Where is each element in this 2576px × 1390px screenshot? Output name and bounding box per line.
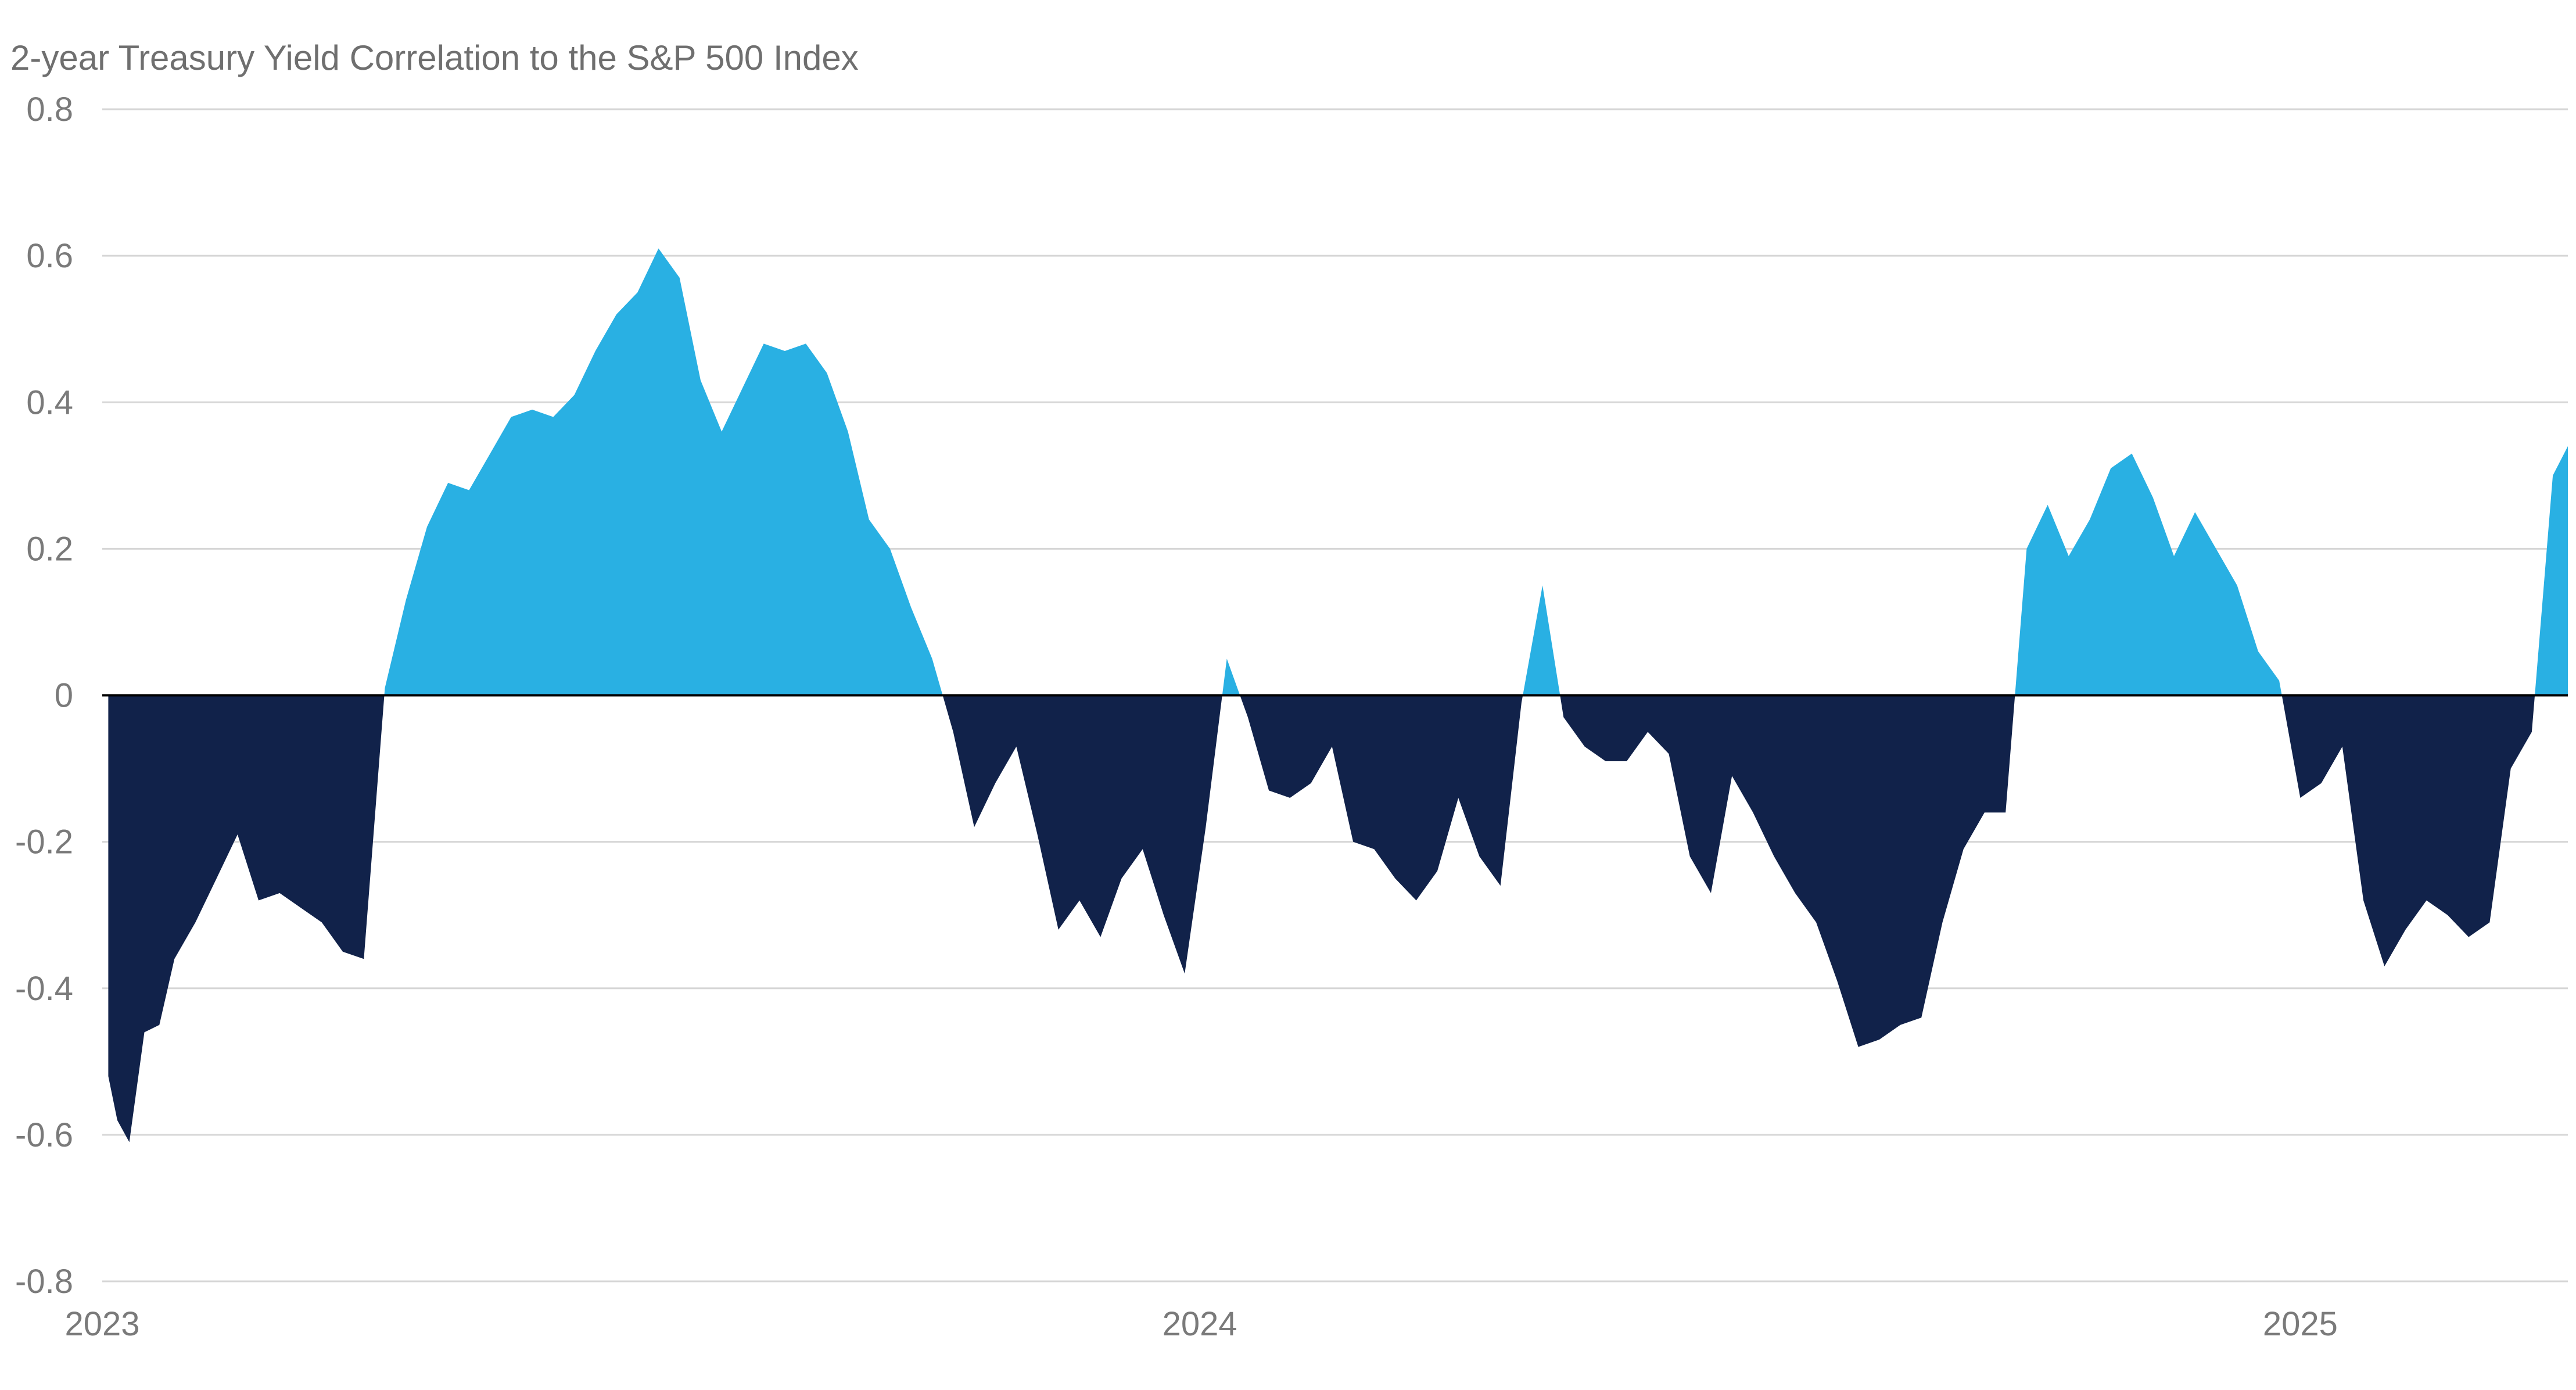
- x-tick-label: 2024: [1163, 1305, 1237, 1343]
- y-tick-label: 0.2: [26, 530, 73, 568]
- positive-area: [2535, 446, 2568, 696]
- y-axis: 0.8 0.6 0.4 0.2 0 -0.2 -0.4 -0.6 -0.8: [15, 91, 73, 1301]
- y-tick-label: 0.6: [26, 237, 73, 275]
- negative-area: [108, 695, 385, 1142]
- y-tick-label: 0: [55, 677, 73, 715]
- negative-area: [1240, 695, 1523, 901]
- positive-area: [2015, 453, 2282, 696]
- y-tick-label: 0.8: [26, 91, 73, 128]
- chart-title: 2-year Treasury Yield Correlation to the…: [10, 38, 859, 77]
- y-tick-label: -0.2: [15, 823, 73, 861]
- y-tick-label: -0.8: [15, 1263, 73, 1301]
- x-tick-label: 2025: [2263, 1305, 2338, 1343]
- x-tick-label: 2023: [64, 1305, 139, 1343]
- negative-area: [1560, 695, 2015, 1047]
- negative-area: [942, 695, 1222, 974]
- positive-area: [384, 248, 943, 696]
- x-axis: 2023 2024 2025: [64, 1305, 2337, 1343]
- y-tick-label: -0.6: [15, 1116, 73, 1154]
- y-tick-label: -0.4: [15, 970, 73, 1008]
- positive-area: [1523, 585, 1560, 696]
- negative-area: [2281, 695, 2535, 966]
- series-area: [108, 248, 2568, 1142]
- positive-area: [1222, 658, 1240, 696]
- y-tick-label: 0.4: [26, 384, 73, 421]
